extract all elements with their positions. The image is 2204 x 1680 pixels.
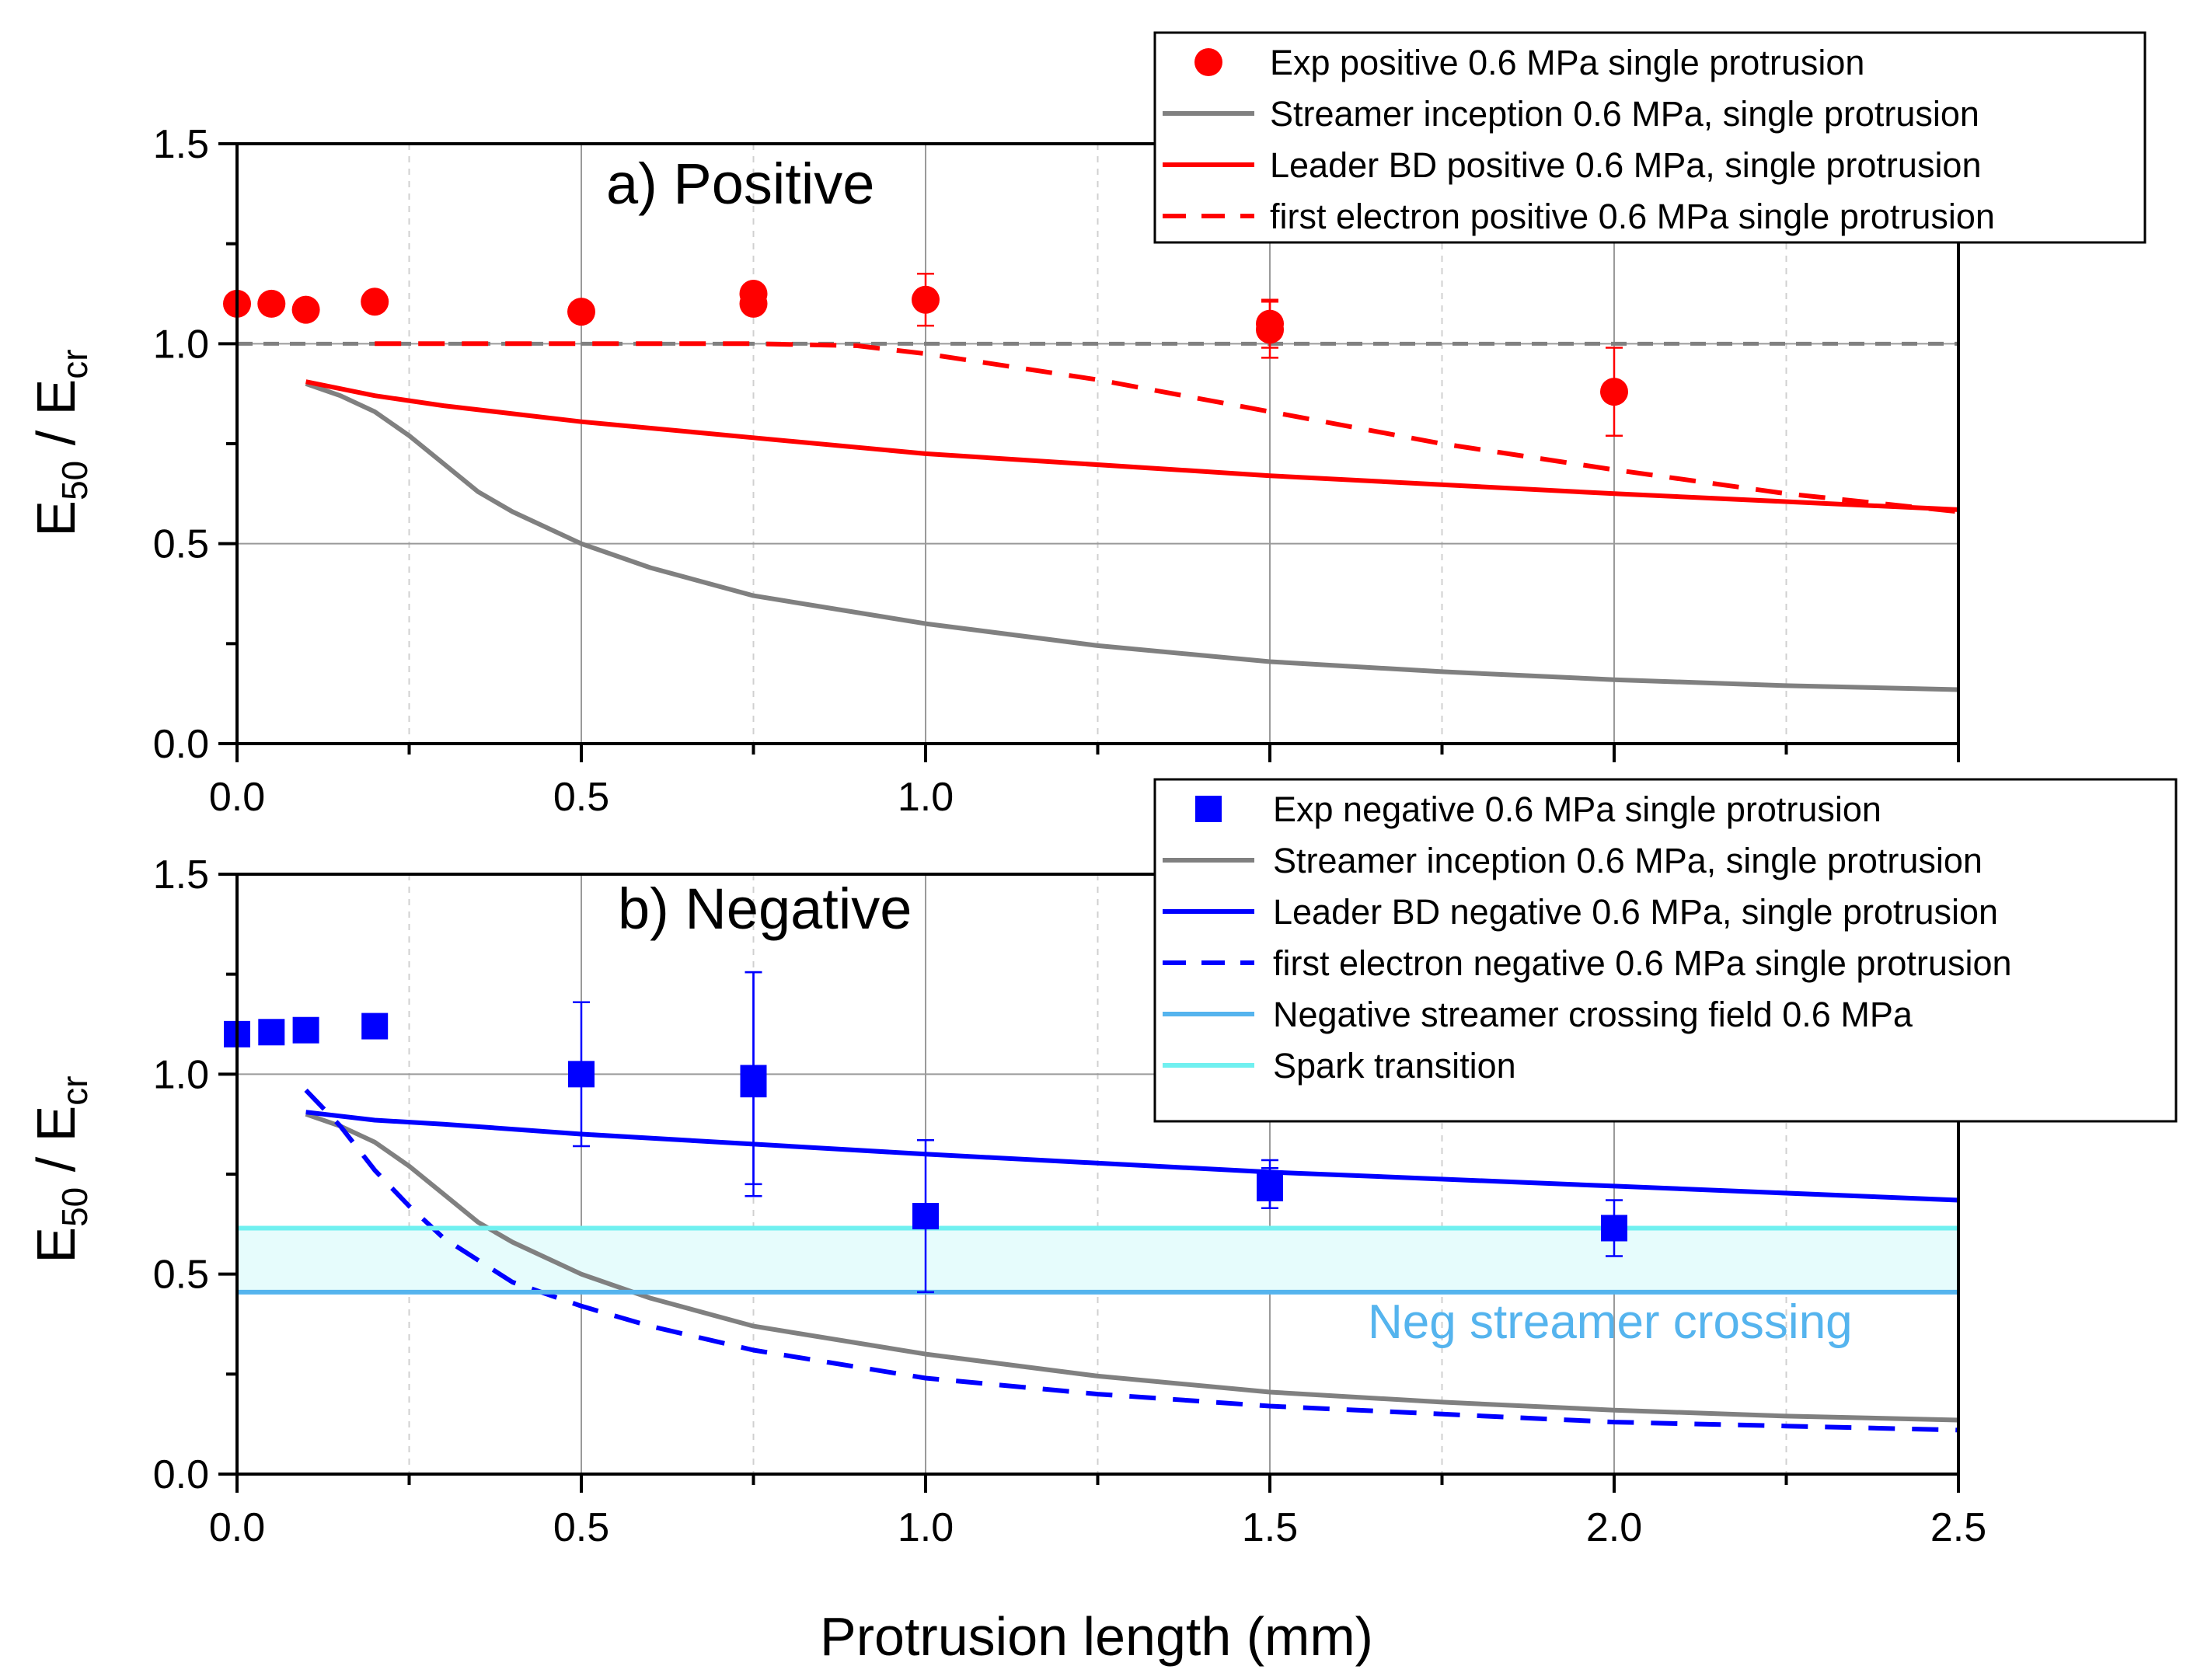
legend-label: Streamer inception 0.6 MPa, single protr… — [1270, 94, 1979, 134]
legend-box — [1153, 31, 2146, 244]
series-line-first — [304, 1088, 1959, 1433]
x-tick-label: 0.5 — [553, 775, 609, 820]
legend-label: Spark transition — [1273, 1046, 1516, 1086]
x-axis-title: Protrusion length (mm) — [820, 1606, 1373, 1667]
y-tick-label: 1.0 — [153, 322, 209, 367]
panel-positive: 0.00.51.01.52.02.50.00.51.01.5 a) Positi… — [26, 31, 2146, 820]
y-tick-label: 0.0 — [153, 1452, 209, 1497]
legend-label: first electron positive 0.6 MPa single p… — [1270, 197, 1995, 236]
series-line-streamer — [305, 381, 1959, 692]
data-point — [292, 1016, 319, 1044]
data-point — [291, 295, 320, 324]
y-tick-label: 0.5 — [153, 1253, 209, 1298]
legend-label: Leader BD negative 0.6 MPa, single protr… — [1273, 892, 1998, 932]
series-line-first — [375, 341, 1959, 514]
data-point — [361, 1013, 389, 1040]
data-point — [257, 289, 286, 318]
x-tick-label: 2.5 — [1930, 1505, 1986, 1550]
panel-title-negative: b) Negative — [618, 877, 912, 941]
panel-title-positive: a) Positive — [606, 152, 874, 216]
data-point — [739, 289, 768, 318]
legend-label: Leader BD positive 0.6 MPa, single protr… — [1270, 145, 1982, 185]
series-line-leader — [305, 1110, 1959, 1203]
data-point — [1600, 378, 1628, 406]
y-axis-title-positive: E50 / Ecr — [26, 349, 95, 536]
legend-label: Exp negative 0.6 MPa single protrusion — [1273, 789, 1881, 829]
x-tick-label: 0.0 — [209, 775, 265, 820]
y-tick-label: 1.0 — [153, 1052, 209, 1097]
annotation-neg-streamer-crossing: Neg streamer crossing — [1368, 1295, 1853, 1349]
legend-label: Negative streamer crossing field 0.6 MPa — [1273, 995, 1913, 1034]
series-line-streamer — [305, 1111, 1959, 1423]
shaded-band — [237, 1228, 1958, 1292]
data-point — [1257, 1175, 1283, 1202]
x-tick-label: 1.5 — [1242, 1505, 1298, 1550]
x-tick-label: 1.0 — [898, 775, 954, 820]
data-point — [361, 288, 389, 316]
data-point — [740, 1071, 767, 1098]
data-point — [1256, 315, 1284, 344]
data-point — [1601, 1215, 1627, 1242]
x-tick-label: 2.0 — [1586, 1505, 1642, 1550]
legend-marker — [1194, 48, 1222, 76]
panel-negative: 0.0 0.5 1.0 1.5 2.0 2.5 0.0 0.5 1.0 1.5 b) Negati… — [26, 778, 2178, 1550]
legend-label: Streamer inception 0.6 MPa, single protr… — [1273, 841, 1983, 880]
y-tick-label: 1.5 — [153, 852, 209, 898]
y-tick-label: 0.5 — [153, 522, 209, 567]
x-tick-label: 0.5 — [553, 1505, 609, 1550]
legend-marker — [1195, 796, 1222, 822]
y-axis-title-negative: E50 / Ecr — [26, 1075, 95, 1263]
series-line-leader — [305, 379, 1959, 512]
y-tick-label: 0.0 — [153, 722, 209, 767]
legend-label: Exp positive 0.6 MPa single protrusion — [1270, 43, 1864, 82]
legend-positive: Exp positive 0.6 MPa single protrusion St… — [1153, 31, 2146, 244]
data-point — [912, 285, 940, 314]
x-tick-label: 1.0 — [898, 1505, 954, 1550]
data-point — [567, 298, 595, 326]
legend-negative: Exp negative 0.6 MPa single protrusion St… — [1153, 778, 2178, 1123]
y-tick-label: 1.5 — [153, 122, 209, 167]
legend-box — [1153, 778, 2178, 1123]
data-point — [258, 1019, 285, 1046]
legend-label: first electron negative 0.6 MPa single p… — [1273, 943, 2012, 983]
data-point — [568, 1061, 595, 1088]
x-tick-label: 0.0 — [209, 1505, 265, 1550]
data-point — [912, 1203, 939, 1230]
